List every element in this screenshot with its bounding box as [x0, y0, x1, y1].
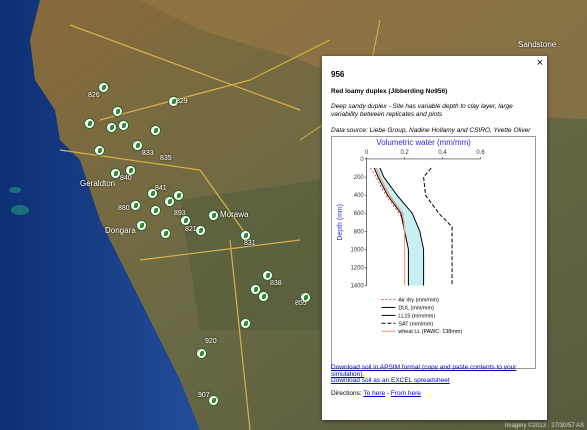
- soil-description: Deep sandy duplex - Site has variable de…: [331, 103, 513, 118]
- site-marker[interactable]: [258, 291, 269, 302]
- excel-download-link[interactable]: Download soil as an EXCEL spreadsheet: [331, 377, 450, 384]
- town-label: Sandstone: [518, 40, 557, 49]
- legend-label: LL15 (mm/mm): [398, 313, 435, 319]
- series-line: [423, 167, 453, 286]
- site-marker[interactable]: [118, 120, 129, 131]
- site-label: 920: [205, 338, 217, 345]
- apsim-download-link[interactable]: Download soil in APSIM format (copy and …: [331, 364, 517, 378]
- y-tick-label: 1200: [350, 266, 364, 272]
- site-marker[interactable]: [150, 125, 161, 136]
- x-tick-label: 0.2: [400, 150, 408, 156]
- site-marker[interactable]: [136, 220, 147, 231]
- site-label: 826: [88, 92, 100, 99]
- y-axis-label: Depth (mm): [337, 204, 344, 241]
- series-line: [373, 167, 409, 286]
- separator: -: [386, 390, 390, 397]
- legend-label: SAT (mm/mm): [398, 321, 433, 327]
- y-tick-label: 0: [360, 157, 364, 163]
- site-marker[interactable]: [196, 348, 207, 359]
- site-label: 840: [120, 175, 132, 182]
- site-label: 831: [244, 240, 256, 247]
- series-line: [375, 167, 406, 286]
- site-label: 841: [155, 185, 167, 192]
- x-tick-label: 0.6: [476, 150, 485, 156]
- site-label: 907: [198, 392, 210, 399]
- y-tick-label: 1000: [350, 247, 364, 253]
- site-marker[interactable]: [150, 205, 161, 216]
- y-tick-label: 400: [354, 193, 365, 199]
- site-marker[interactable]: [195, 225, 206, 236]
- site-label: 821: [185, 226, 197, 233]
- site-label: 855: [295, 300, 307, 307]
- site-marker[interactable]: [110, 168, 121, 179]
- site-marker[interactable]: [160, 228, 171, 239]
- series-line: [370, 167, 406, 223]
- site-label: 829: [176, 98, 188, 105]
- y-tick-label: 600: [354, 211, 365, 217]
- site-marker[interactable]: [98, 82, 109, 93]
- site-label: 838: [270, 280, 282, 287]
- site-marker[interactable]: [208, 395, 219, 406]
- site-marker[interactable]: [240, 318, 251, 329]
- map-attribution: Imagery ©2013 · 27/30/57 AS: [504, 423, 584, 429]
- site-label: 893: [174, 210, 186, 217]
- soil-id: 956: [331, 70, 345, 79]
- site-marker[interactable]: [240, 230, 251, 241]
- site-marker[interactable]: [168, 96, 179, 107]
- site-label: 833: [142, 150, 154, 157]
- site-marker[interactable]: [94, 145, 105, 156]
- series-line: [379, 167, 425, 286]
- pawc-fill: [374, 167, 424, 286]
- legend-label: wheat LL (PAWC: 138mm): [397, 329, 462, 335]
- site-marker[interactable]: [180, 215, 191, 226]
- town-label: Morawa: [220, 210, 249, 219]
- site-marker[interactable]: [147, 188, 158, 199]
- to-here-link[interactable]: To here: [363, 390, 386, 397]
- site-marker[interactable]: [208, 210, 219, 221]
- directions-label: Directions:: [331, 390, 362, 397]
- site-label: 835: [160, 155, 172, 162]
- legend-label: Air dry (mm/mm): [398, 298, 439, 304]
- x-tick-label: 0.4: [438, 150, 447, 156]
- site-marker[interactable]: [125, 165, 136, 176]
- site-marker[interactable]: [106, 122, 117, 133]
- site-label: 880: [118, 205, 130, 212]
- close-icon[interactable]: ×: [536, 57, 543, 69]
- site-marker[interactable]: [164, 196, 175, 207]
- site-marker[interactable]: [130, 200, 141, 211]
- site-marker[interactable]: [173, 190, 184, 201]
- x-tick-label: 0: [365, 150, 369, 156]
- y-tick-label: 200: [354, 175, 365, 181]
- site-marker[interactable]: [262, 270, 273, 281]
- y-tick-label: 800: [354, 229, 365, 235]
- legend-label: DUL (mm/mm): [398, 305, 434, 311]
- soil-name: Red loamy duplex (Jibberding No956): [331, 88, 448, 95]
- info-window: × 956 Red loamy duplex (Jibberding No956…: [322, 56, 547, 420]
- y-tick-label: 1400: [350, 284, 364, 290]
- site-marker[interactable]: [132, 140, 143, 151]
- soil-water-chart: Volumetric water (mm/mm) 0 0.2 0.4 0.6 0 200 40…: [331, 136, 536, 369]
- site-marker[interactable]: [112, 106, 123, 117]
- site-marker[interactable]: [250, 284, 261, 295]
- directions: Directions: To here - From here: [331, 390, 421, 397]
- town-label: Dongara: [105, 226, 136, 235]
- chart-title: Volumetric water (mm/mm): [376, 138, 471, 147]
- from-here-link[interactable]: From here: [390, 390, 421, 397]
- town-label: Geraldton: [80, 179, 116, 188]
- site-marker[interactable]: [84, 118, 95, 129]
- data-source: Data source: Liebe Group, Nadine Hollamy…: [331, 127, 531, 134]
- site-marker[interactable]: [300, 292, 311, 303]
